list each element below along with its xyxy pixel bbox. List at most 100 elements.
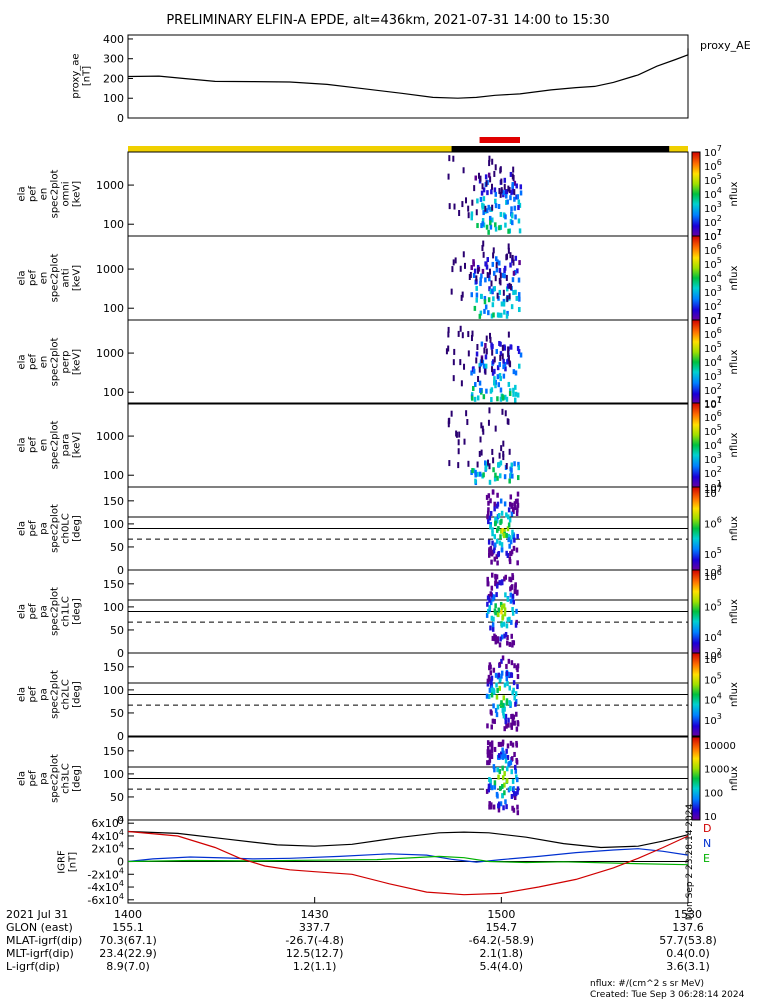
energy-spectrogram-sparse-cell	[475, 357, 478, 364]
energy-spectrogram-cell	[489, 220, 492, 226]
ylabel-line: pef	[28, 686, 39, 703]
energy-spectrogram-cell	[512, 290, 515, 296]
energy-spectrogram-cell	[516, 475, 520, 481]
pa-spectrogram-cell	[511, 593, 515, 599]
pa-spectrogram-cell	[497, 753, 501, 759]
pa-colorbar-tick: 104	[704, 629, 722, 644]
igrf-ytick-label: -6x104	[87, 892, 124, 907]
pa-spectrogram-cell	[486, 745, 490, 751]
pa-spectrogram-cell	[510, 769, 513, 775]
energy-spectrogram-sparse-cell	[509, 283, 512, 290]
pa-spectrogram-cell	[492, 689, 496, 695]
pa-colorbar-tick: 107	[704, 485, 722, 500]
energy-colorbar	[691, 402, 701, 488]
energy-spectrogram-cell	[499, 460, 503, 466]
energy-spectrogram-sparse-cell	[485, 180, 488, 187]
pa-spectrogram-cell	[510, 660, 514, 666]
energy-spectrogram-cell	[479, 281, 482, 287]
energy-spectrogram-sparse-cell	[447, 173, 450, 180]
pa-spectrogram-cell	[496, 704, 500, 710]
energy-spectrogram-cell	[519, 190, 523, 196]
pa-spectrogram-cell	[489, 524, 492, 530]
pa-spectrogram-cell	[502, 805, 505, 811]
energy-spectrogram-cell	[482, 222, 486, 228]
energy-spectrogram-sparse-cell	[500, 445, 503, 452]
energy-spectrogram-cell	[495, 348, 499, 354]
ae-ytick-label: 0	[117, 112, 124, 125]
pa-ytick-label: 0	[117, 730, 124, 743]
pa-spectrogram-cell	[490, 687, 494, 693]
energy-spectrogram-sparse-cell	[481, 425, 484, 432]
energy-spectrogram-cell	[494, 256, 498, 262]
energy-spectrogram-cell	[479, 277, 482, 283]
energy-spectrogram-cell	[509, 219, 513, 225]
energy-spectrogram-sparse-cell	[499, 272, 502, 279]
pa-colorbar-tick: 1000	[704, 765, 729, 776]
energy-spectrogram-cell	[488, 286, 491, 292]
energy-spectrogram-cell	[479, 361, 483, 367]
ylabel-line: spec2plot	[50, 254, 61, 303]
pa-spectrogram-cell	[486, 510, 490, 516]
ylabel-line: pa	[39, 522, 50, 534]
pa-spectrogram-cell	[493, 718, 496, 724]
energy-spectrogram-sparse-cell	[482, 251, 485, 258]
energy-colorbar-tick: 107	[704, 395, 722, 410]
pa-spectrogram-cell	[500, 579, 504, 585]
energy-spectrogram-cell	[504, 193, 508, 199]
energy-spectrogram-sparse-cell	[468, 273, 471, 280]
pa-spectrogram-cell	[504, 799, 507, 805]
energy-spectrogram-sparse-cell	[502, 289, 505, 296]
energy-spectrogram-cell	[494, 379, 497, 385]
energy-spectrogram-sparse-cell	[452, 359, 455, 366]
pa-spectrogram-cell	[491, 635, 495, 641]
energy-spectrogram-cell	[487, 297, 491, 303]
energy-spectrogram-cell	[498, 260, 501, 266]
pa-spectrogram-cell	[511, 575, 515, 581]
pa-spectrogram-cell	[514, 791, 518, 797]
pa-spectrogram-cell	[512, 545, 516, 551]
pa-spectrogram-cell	[511, 690, 514, 696]
igrf-legend-D: D	[703, 822, 711, 835]
pa-spectrogram-cell	[491, 622, 495, 628]
energy-spectrogram-sparse-cell	[499, 279, 502, 286]
pa-spectrogram-cell	[515, 619, 518, 625]
pa-spectrogram-cell	[502, 713, 506, 719]
energy-spectrogram-sparse-cell	[467, 350, 470, 357]
pa-spectrogram-cell	[488, 676, 491, 682]
pa-spectrogram-cell	[505, 532, 508, 538]
ae-ytick-label: 400	[103, 33, 124, 46]
pa-spectrogram-cell	[502, 621, 506, 627]
pa-spectrogram-cell	[507, 537, 510, 543]
energy-spectrogram-cell	[488, 276, 491, 282]
footer-row-value: 155.1	[112, 921, 144, 934]
pa-spectrogram-cell	[498, 580, 501, 586]
energy-colorbar-label: nflux	[729, 432, 740, 457]
pa-spectrogram-cell	[496, 503, 499, 509]
pa-spectrogram-cell	[488, 741, 492, 747]
igrf-legend-E: E	[703, 852, 710, 865]
pa-spectrogram-cell	[506, 755, 510, 761]
pa-spectrogram-cell	[507, 507, 511, 513]
energy-ytick-label: 100	[103, 218, 124, 231]
pa-spectrogram-cell	[507, 717, 510, 723]
pa-spectrogram-cell	[488, 804, 491, 810]
energy-ytick-label: 1000	[96, 430, 124, 443]
energy-spectrogram-cell	[491, 288, 494, 294]
pa-spectrogram-cell	[495, 712, 499, 718]
energy-spectrogram-cell	[474, 469, 477, 475]
energy-spectrogram-sparse-cell	[495, 262, 498, 269]
ylabel-line: en	[39, 272, 50, 285]
x-tick-label: 1430	[301, 908, 329, 921]
ylabel-line: spec2plot	[50, 587, 61, 636]
pa-spectrogram-cell	[501, 765, 504, 771]
pa-spectrogram-cell	[493, 506, 496, 512]
created-timestamp: Created: Tue Sep 3 06:28:14 2024	[590, 990, 745, 1000]
energy-spectrogram-cell	[510, 206, 513, 212]
energy-spectrogram-cell	[503, 474, 507, 480]
energy-colorbar-tick: 106	[704, 326, 722, 341]
pa-spectrogram-cell	[511, 534, 514, 540]
pa-spectrogram-cell	[486, 601, 489, 607]
pa-spectrogram-cell	[494, 639, 498, 645]
pa-spectrogram-cell	[488, 777, 491, 783]
pa-spectrogram-cell	[488, 605, 492, 611]
